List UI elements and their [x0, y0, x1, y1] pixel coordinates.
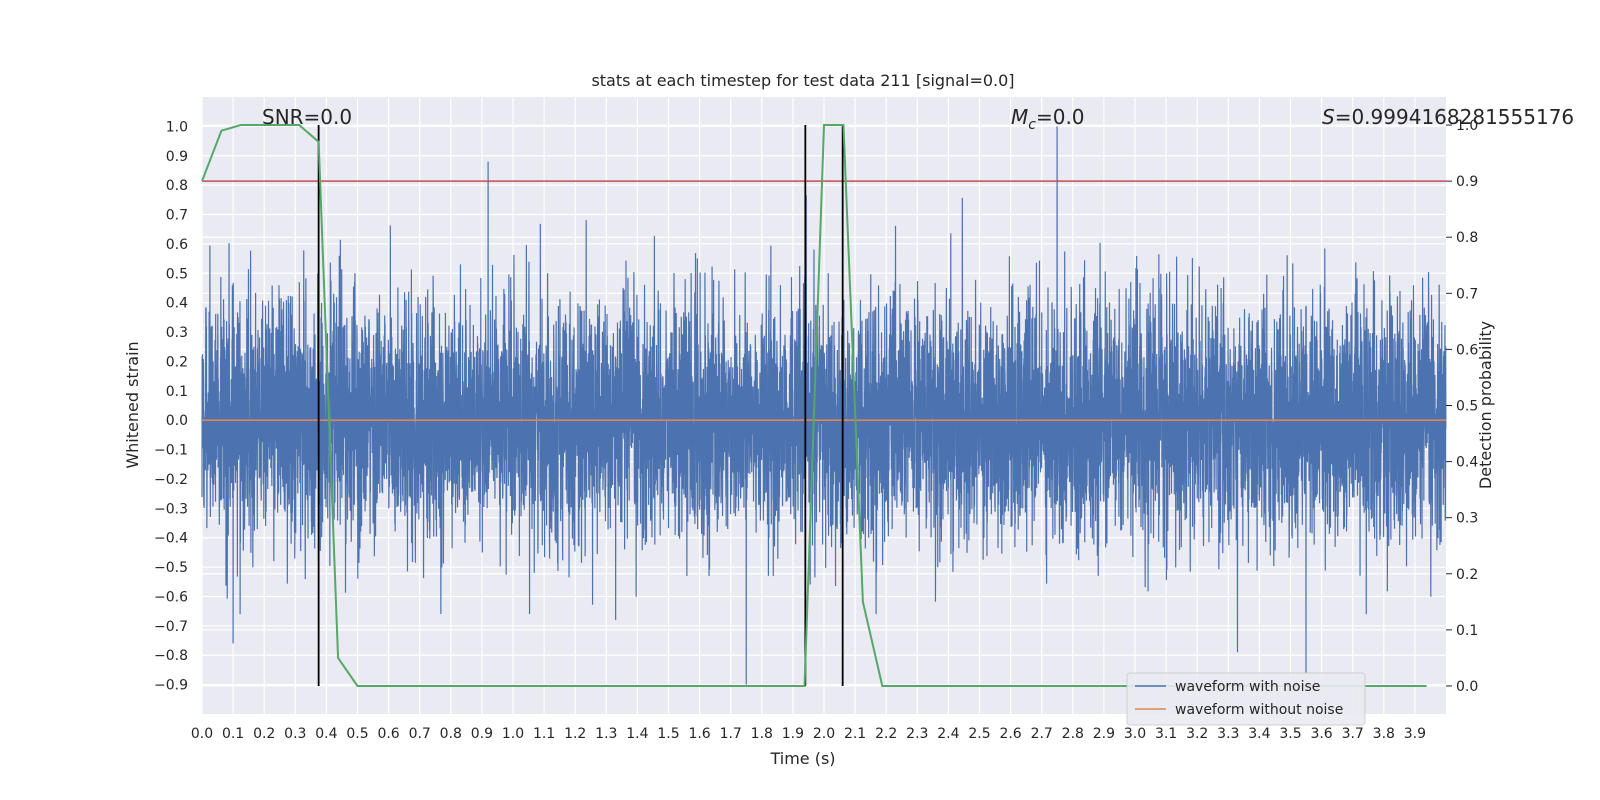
x-tick-label: 0.9: [471, 726, 493, 742]
y-left-tick-labels: 1.0 0.9 0.8 0.7 0.6 0.5 0.4 0.3 0.2 0.1 0.0 −0.1 −0.…: [154, 119, 188, 693]
y-left-tick-label: 0.7: [166, 208, 188, 224]
x-tick-label: 2.2: [875, 726, 897, 742]
y-right-tick-label: 0.4: [1456, 455, 1478, 471]
y-right-tick-label: 0.2: [1456, 567, 1478, 583]
x-tick-label: 1.9: [782, 726, 804, 742]
x-tick-label: 1.1: [533, 726, 555, 742]
legend-label-clean: waveform without noise: [1175, 702, 1343, 718]
x-tick-label: 0.4: [315, 726, 337, 742]
x-tick-label: 2.1: [844, 726, 866, 742]
y-right-tick-label: 0.0: [1456, 679, 1478, 695]
chart-title: stats at each timestep for test data 211…: [591, 71, 1014, 90]
y-left-tick-label: −0.7: [154, 619, 188, 635]
y-left-tick-label: 0.8: [166, 178, 188, 194]
y-axis-left-label: Whitened strain: [123, 341, 142, 468]
s-annotation: S=0.9994168281555176: [1322, 105, 1574, 129]
x-tick-label: 1.6: [688, 726, 710, 742]
x-tick-label: 2.8: [1062, 726, 1084, 742]
y-left-tick-label: −0.4: [154, 531, 188, 547]
y-left-tick-label: −0.9: [154, 678, 188, 694]
x-tick-label: 2.6: [999, 726, 1021, 742]
x-tick-label: 3.3: [1217, 726, 1239, 742]
y-axis-right-label: Detection probability: [1476, 321, 1495, 489]
y-right-tick-label: 0.7: [1456, 286, 1478, 302]
x-tick-label: 0.7: [409, 726, 431, 742]
x-axis-label: Time (s): [769, 749, 835, 768]
mc-symbol: M: [1011, 105, 1028, 129]
x-tick-label: 1.3: [595, 726, 617, 742]
y-left-tick-label: −0.5: [154, 560, 188, 576]
y-left-tick-label: 0.5: [166, 266, 188, 282]
x-tick-label: 0.0: [191, 726, 213, 742]
x-tick-label: 2.4: [937, 726, 959, 742]
y-left-tick-label: 0.0: [166, 413, 188, 429]
s-value: =0.9994168281555176: [1335, 105, 1574, 129]
s-symbol: S: [1322, 105, 1335, 129]
x-tick-label: 3.0: [1124, 726, 1146, 742]
x-tick-label: 3.7: [1342, 726, 1364, 742]
x-tick-label: 0.3: [284, 726, 306, 742]
x-tick-labels: 0.0 0.1 0.2 0.3 0.4 0.5 0.6 0.7 0.8 0.9 1.0 1.1 1.2 1…: [191, 726, 1426, 742]
x-tick-label: 2.0: [813, 726, 835, 742]
noise-waveform-line: [201, 126, 1447, 685]
x-tick-label: 0.5: [346, 726, 368, 742]
x-tick-label: 3.8: [1373, 726, 1395, 742]
x-tick-label: 1.8: [751, 726, 773, 742]
x-tick-label: 1.7: [720, 726, 742, 742]
mc-annotation: Mc=0.0: [1011, 105, 1085, 133]
y-right-tick-label: 0.9: [1456, 174, 1478, 190]
legend-label-noise: waveform with noise: [1175, 679, 1320, 695]
mc-subscript: c: [1028, 117, 1036, 133]
y-right-tick-label: 0.5: [1456, 399, 1478, 415]
y-left-tick-label: 0.4: [166, 296, 188, 312]
x-tick-label: 1.4: [626, 726, 648, 742]
y-right-tick-label: 0.8: [1456, 230, 1478, 246]
y-left-tick-label: 1.0: [166, 119, 188, 135]
noise-series: [201, 126, 1447, 685]
x-tick-label: 3.1: [1155, 726, 1177, 742]
y-right-tick-labels: 1.0 0.9 0.8 0.7 0.6 0.5 0.4 0.3 0.2 0.1 0.0: [1446, 118, 1478, 695]
y-left-tick-label: 0.1: [166, 384, 188, 400]
x-tick-label: 1.2: [564, 726, 586, 742]
x-tick-label: 3.6: [1310, 726, 1332, 742]
y-right-tick-label: 0.3: [1456, 511, 1478, 527]
y-left-tick-label: −0.8: [154, 648, 188, 664]
x-tick-label: 3.2: [1186, 726, 1208, 742]
y-left-tick-label: 0.6: [166, 237, 188, 253]
y-right-tick-label: 0.1: [1456, 623, 1478, 639]
y-left-tick-label: −0.1: [154, 443, 188, 459]
mc-value: =0.0: [1036, 105, 1085, 129]
x-tick-label: 2.3: [906, 726, 928, 742]
y-right-tick-label: 1.0: [1456, 118, 1478, 134]
snr-annotation: SNR=0.0: [262, 105, 352, 129]
x-tick-label: 1.5: [657, 726, 679, 742]
x-tick-label: 3.4: [1248, 726, 1270, 742]
x-tick-label: 1.0: [502, 726, 524, 742]
x-tick-label: 2.9: [1093, 726, 1115, 742]
x-tick-label: 0.6: [377, 726, 399, 742]
y-left-tick-label: −0.6: [154, 589, 188, 605]
x-tick-label: 0.8: [440, 726, 462, 742]
y-right-tick-label: 0.6: [1456, 342, 1478, 358]
legend: waveform with noise waveform without noi…: [1126, 672, 1366, 726]
x-tick-label: 2.5: [968, 726, 990, 742]
y-left-tick-label: −0.2: [154, 472, 188, 488]
legend-box: [1126, 672, 1366, 726]
x-tick-label: 3.5: [1279, 726, 1301, 742]
y-left-tick-label: 0.2: [166, 354, 188, 370]
y-left-tick-label: −0.3: [154, 501, 188, 517]
x-tick-label: 0.2: [253, 726, 275, 742]
x-tick-label: 3.9: [1404, 726, 1426, 742]
y-left-tick-label: 0.9: [166, 149, 188, 165]
x-tick-label: 2.7: [1031, 726, 1053, 742]
x-tick-label: 0.1: [222, 726, 244, 742]
y-left-tick-label: 0.3: [166, 325, 188, 341]
